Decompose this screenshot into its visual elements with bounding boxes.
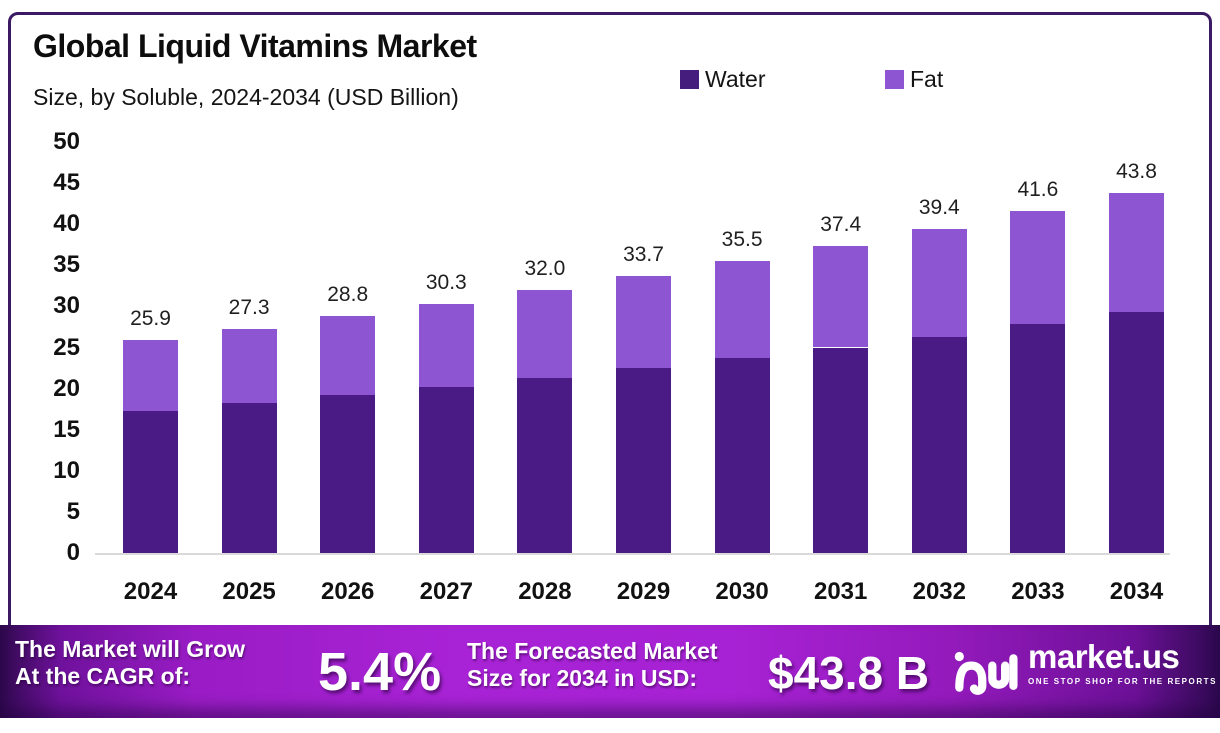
x-tick-label-2027: 2027 [419,578,473,605]
water-legend-swatch [680,70,699,89]
y-tick-label: 20 [53,374,80,402]
bar-segment-water-2029 [616,368,671,553]
x-tick-label-2031: 2031 [813,578,868,605]
brand-text: market.us ONE STOP SHOP FOR THE REPORTS [1028,638,1217,687]
bar-segment-water-2024 [123,410,178,553]
bottom-banner: The Market will Grow At the CAGR of: 5.4… [0,625,1220,718]
bar-segment-water-2027 [418,386,474,553]
bar-total-label-2030: 35.5 [721,228,763,252]
x-tick-label-2024: 2024 [123,578,178,605]
x-tick-label-2028: 2028 [518,578,572,605]
fat-legend-swatch [885,70,904,89]
bar-total-label-2033: 41.6 [1017,178,1059,202]
bar-segment-water-2034 [1109,312,1164,553]
forecast-caption-line1: The Forecasted Market [467,638,718,664]
brand-name: market.us [1028,638,1180,675]
bar-segment-water-2026 [320,395,376,553]
bar-segment-water-2025 [221,403,277,553]
bar-segment-water-2030 [714,358,770,553]
bar-segment-fat-2029 [616,275,671,369]
bar-segment-fat-2027 [418,303,474,387]
y-tick-label: 25 [53,333,80,361]
forecast-caption-line2: Size for 2034 in USD: [467,665,698,691]
bar-segment-fat-2034 [1109,192,1164,313]
bar-segment-water-2028 [517,377,573,553]
bar-total-label-2027: 30.3 [425,270,467,294]
x-tick-label-2026: 2026 [320,578,375,605]
bar-segment-fat-2032 [911,229,967,337]
market-us-logo-icon [954,651,1018,695]
bar-total-label-2034: 43.8 [1116,159,1157,183]
fat-legend-label: Fat [910,66,944,92]
bar-total-label-2032: 39.4 [918,196,960,220]
page-title: Global Liquid Vitamins Market [33,28,477,64]
bar-total-label-2025: 27.3 [228,295,270,319]
forecast-value: $43.8 B [768,647,930,699]
market-us-logo: market.us ONE STOP SHOP FOR THE REPORTS [952,639,1217,701]
y-tick-label: 45 [53,169,80,197]
y-tick-label: 40 [53,210,80,238]
x-axis-line [95,553,1170,555]
bar-segment-fat-2031 [813,245,869,348]
bar-total-label-2028: 32.0 [524,256,566,280]
water-legend-label: Water [705,66,766,92]
legend-item-water: Water [680,66,766,93]
page-subtitle: Size, by Soluble, 2024-2034 (USD Billion… [33,84,459,110]
bar-segment-water-2031 [813,347,869,553]
x-tick-label-2029: 2029 [616,578,671,605]
y-tick-label: 35 [53,251,80,279]
x-tick-label-2030: 2030 [715,578,769,605]
brand-tagline: ONE STOP SHOP FOR THE REPORTS [1028,677,1217,686]
y-tick-label: 15 [53,415,80,443]
bar-segment-fat-2024 [123,340,178,411]
bar-total-label-2031: 37.4 [820,212,862,236]
x-tick-label-2025: 2025 [222,578,276,605]
bar-total-label-2029: 33.7 [623,242,664,266]
bar-total-label-2024: 25.9 [130,307,171,331]
cagr-value: 5.4% [318,642,442,702]
y-tick-label: 10 [53,456,80,484]
bar-segment-water-2033 [1010,324,1066,553]
y-tick-label: 30 [53,292,80,320]
bar-total-label-2026: 28.8 [327,283,369,307]
y-tick-label: 50 [53,128,80,155]
bar-segment-fat-2026 [320,316,376,396]
x-tick-label-2033: 2033 [1011,578,1065,605]
bar-segment-fat-2030 [714,261,770,359]
bar-segment-fat-2028 [517,289,573,378]
cagr-caption: The Market will Grow At the CAGR of: [15,636,245,690]
cagr-caption-line1: The Market will Grow [15,636,246,662]
y-tick-label: 0 [66,539,80,566]
legend-item-fat: Fat [885,66,943,93]
bar-segment-water-2032 [911,336,967,553]
cagr-caption-line2: At the CAGR of: [15,663,191,689]
x-tick-label-2034: 2034 [1109,578,1164,605]
y-tick-label: 5 [66,497,80,525]
bar-segment-fat-2033 [1010,211,1066,325]
bar-segment-fat-2025 [221,328,277,404]
forecast-caption: The Forecasted Market Size for 2034 in U… [467,638,718,692]
x-tick-label-2032: 2032 [912,578,966,605]
